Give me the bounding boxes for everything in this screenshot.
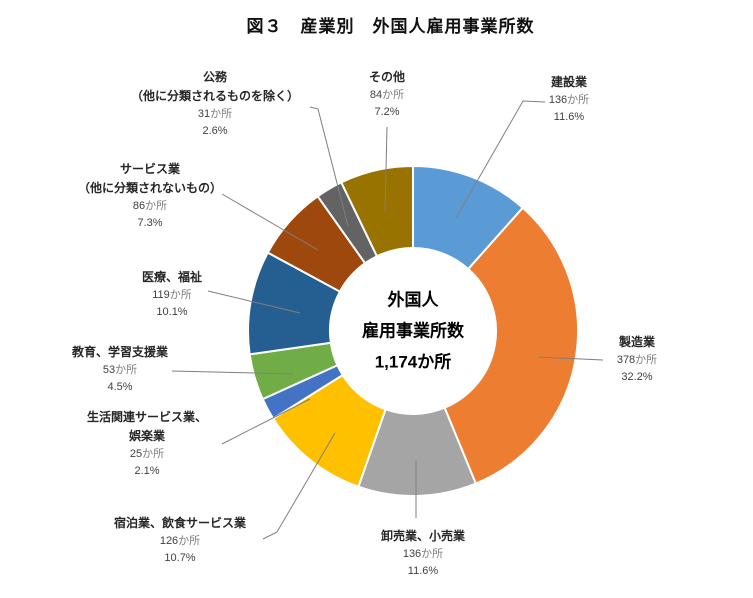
leader-line-3	[262, 432, 336, 540]
center-label-line-2: 雇用事業所数	[362, 321, 464, 341]
slice-label-count: 136か所	[548, 94, 590, 106]
center-label-line-3: 1,174か所	[374, 352, 452, 372]
pie-slice-9	[340, 165, 414, 258]
slice-label-8: 公務 （他に分類されるものを除く） 31か所 2.6%	[131, 68, 299, 140]
slice-label-count: 86か所	[132, 200, 168, 212]
slice-label-name: 卸売業、小売業	[380, 529, 466, 543]
slice-label-percent: 10.7%	[164, 552, 196, 564]
slice-label-9: その他 84か所 7.2%	[369, 68, 405, 121]
slice-label-name: 生活関連サービス業、	[86, 410, 208, 424]
slice-label-percent: 7.2%	[374, 106, 400, 118]
slice-label-5: 教育、学習支援業 53か所 4.5%	[72, 343, 168, 396]
slice-label-6: 医療、福祉 119か所 10.1%	[142, 268, 202, 321]
slice-label-count: 31か所	[197, 108, 233, 120]
slice-label-3: 宿泊業、飲食サービス業 126か所 10.7%	[114, 514, 246, 567]
center-label-line-1: 外国人	[387, 290, 439, 310]
slice-label-name: 娯楽業	[128, 429, 166, 443]
slice-label-count: 378か所	[616, 354, 658, 366]
slice-label-name: （他に分類されないもの）	[77, 181, 223, 195]
slice-label-name: 公務	[202, 70, 228, 84]
slice-label-name: 製造業	[618, 335, 656, 349]
slice-label-percent: 11.6%	[407, 565, 439, 577]
leader-line-4	[221, 398, 311, 445]
slice-label-count: 25か所	[129, 448, 165, 460]
slice-label-percent: 11.6%	[553, 111, 585, 123]
slice-label-name: 医療、福祉	[141, 270, 203, 284]
leader-line-5	[171, 370, 294, 375]
slice-label-count: 126か所	[159, 535, 201, 547]
leader-line-9	[384, 126, 388, 213]
slice-label-name: 教育、学習支援業	[71, 345, 169, 359]
pie-slice-1	[443, 206, 579, 485]
slice-label-7: サービス業 （他に分類されないもの） 86か所 7.3%	[78, 160, 222, 232]
slice-label-percent: 2.1%	[134, 465, 160, 477]
leader-line-7	[221, 193, 319, 251]
pie-slices-group	[247, 165, 579, 497]
slice-label-name: その他	[368, 70, 406, 84]
slice-label-2: 卸売業、小売業 136か所 11.6%	[381, 527, 465, 580]
slice-label-count: 136か所	[402, 548, 444, 560]
slice-label-count: 53か所	[102, 364, 138, 376]
slice-label-percent: 4.5%	[107, 381, 133, 393]
slice-label-percent: 10.1%	[156, 306, 188, 318]
donut-center-label: 外国人 雇用事業所数 1,174か所	[362, 285, 464, 378]
slice-label-count: 119か所	[152, 289, 192, 301]
leader-lines-group	[171, 100, 604, 540]
slice-label-name: （他に分類されるものを除く）	[130, 89, 300, 103]
slice-label-1: 製造業 378か所 32.2%	[617, 333, 657, 386]
leader-line-0	[455, 100, 546, 219]
slice-label-0: 建設業 136か所 11.6%	[549, 73, 589, 126]
slice-label-percent: 2.6%	[202, 125, 228, 137]
chart-title: 図３ 産業別 外国人雇用事業所数	[246, 17, 535, 36]
leader-line-1	[537, 356, 604, 361]
leader-line-6	[207, 290, 301, 314]
slice-label-count: 84か所	[369, 89, 405, 101]
slice-label-name: 建設業	[550, 75, 588, 89]
slice-label-name: 宿泊業、飲食サービス業	[113, 516, 247, 530]
slice-label-percent: 7.3%	[137, 217, 163, 229]
slice-label-4: 生活関連サービス業、 娯楽業 25か所 2.1%	[87, 408, 207, 480]
leader-line-8	[309, 106, 349, 227]
slice-label-name: サービス業	[119, 162, 181, 176]
slice-label-percent: 32.2%	[621, 371, 653, 383]
